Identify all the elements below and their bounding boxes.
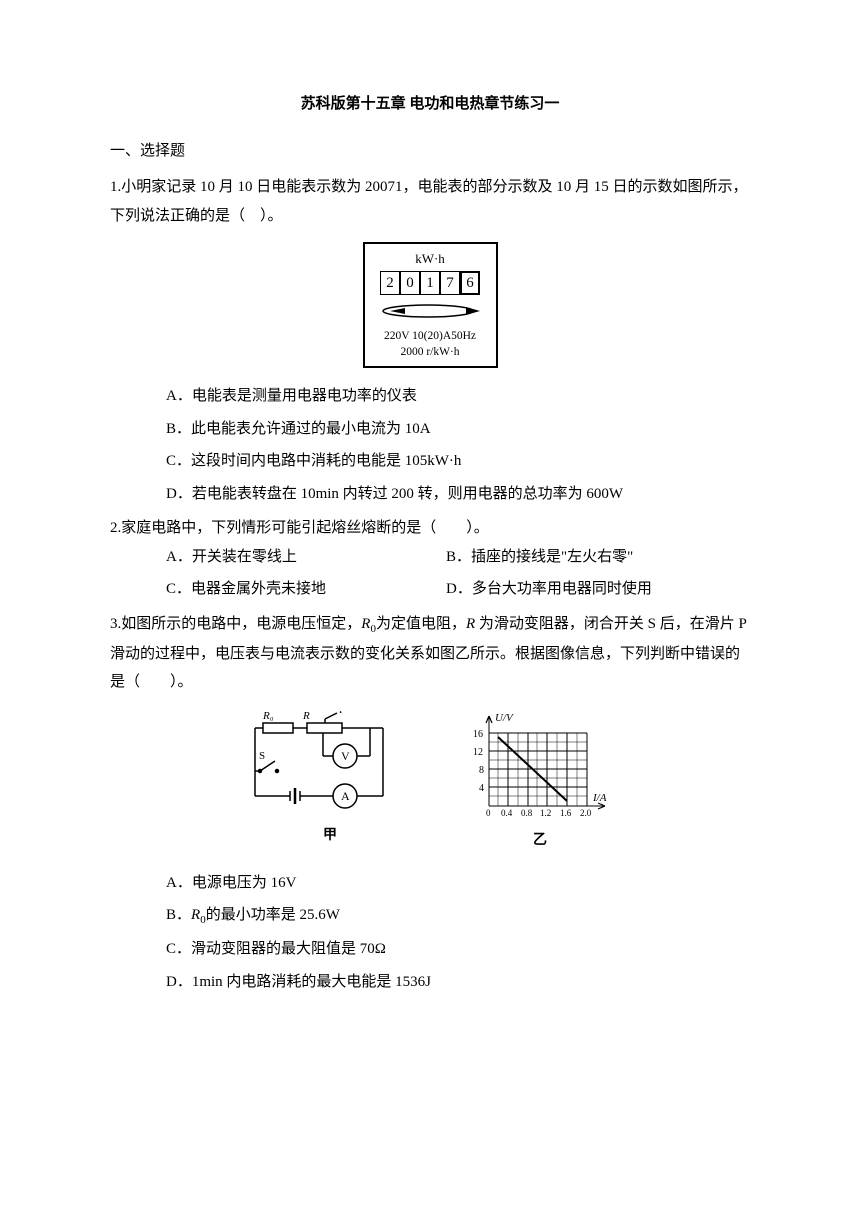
q2-optC: C．电器金属外壳未接地 <box>166 575 446 604</box>
meter-digit: 6 <box>460 271 480 295</box>
svg-text:U/V: U/V <box>495 712 514 724</box>
svg-text:12: 12 <box>473 747 483 758</box>
question-1: 1.小明家记录 10 月 10 日电能表示数为 20071，电能表的部分示数及 … <box>110 173 750 508</box>
svg-text:S: S <box>259 750 265 762</box>
svg-text:0.4: 0.4 <box>501 808 513 816</box>
circuit-svg: R₀ R P V A S <box>245 711 415 811</box>
q1-optC: C．这段时间内电路中消耗的电能是 105kW·h <box>110 447 750 476</box>
circuit-diagram: R₀ R P V A S 甲 <box>245 711 415 855</box>
meter-box: kW·h 2 0 1 7 6 220V 10(20)A50Hz 2000 r/k… <box>363 242 498 368</box>
svg-text:16: 16 <box>473 729 483 740</box>
meter-digit: 0 <box>400 271 420 295</box>
q1-text: 1.小明家记录 10 月 10 日电能表示数为 20071，电能表的部分示数及 … <box>110 173 750 230</box>
meter-spec: 220V 10(20)A50Hz <box>369 328 492 344</box>
q3-optA: A．电源电压为 16V <box>110 869 750 898</box>
svg-text:R₀: R₀ <box>262 711 274 722</box>
q2-text: 2.家庭电路中，下列情形可能引起熔丝熔断的是（ ）。 <box>110 514 750 543</box>
q2-optD: D．多台大功率用电器同时使用 <box>446 575 652 604</box>
svg-text:I/A: I/A <box>592 792 607 804</box>
q3-optD: D．1min 内电路消耗的最大电能是 1536J <box>110 968 750 997</box>
meter-unit: kW·h <box>369 250 492 268</box>
meter-digit: 7 <box>440 271 460 295</box>
section-header: 一、选择题 <box>110 137 750 166</box>
q1-optA: A．电能表是测量用电器电功率的仪表 <box>110 382 750 411</box>
q2-optB: B．插座的接线是"左火右零" <box>446 543 633 572</box>
page-title: 苏科版第十五章 电功和电热章节练习一 <box>110 90 750 119</box>
circuit-figures: R₀ R P V A S 甲 <box>110 711 750 855</box>
svg-text:1.2: 1.2 <box>540 808 551 816</box>
disc-icon <box>380 303 480 319</box>
caption-a: 甲 <box>245 823 415 850</box>
question-2: 2.家庭电路中，下列情形可能引起熔丝熔断的是（ ）。 A．开关装在零线上 B．插… <box>110 514 750 604</box>
svg-text:2.0: 2.0 <box>580 808 592 816</box>
meter-digit: 1 <box>420 271 440 295</box>
q2-optA: A．开关装在零线上 <box>166 543 446 572</box>
svg-text:P: P <box>339 711 345 716</box>
svg-text:0: 0 <box>486 808 491 816</box>
svg-text:0.8: 0.8 <box>521 808 533 816</box>
q3-optC: C．滑动变阻器的最大阻值是 70Ω <box>110 935 750 964</box>
question-3: 3.如图所示的电路中，电源电压恒定，R0为定值电阻，R 为滑动变阻器，闭合开关 … <box>110 610 750 996</box>
graph-diagram: U/V I/A 16 12 8 4 0 0.4 0.8 1.2 1.6 2.0 … <box>465 711 615 855</box>
caption-b: 乙 <box>465 828 615 855</box>
q3-optB: B．R0的最小功率是 25.6W <box>110 901 750 931</box>
meter-spec: 2000 r/kW·h <box>369 344 492 360</box>
q1-optD: D．若电能表转盘在 10min 内转过 200 转，则用电器的总功率为 600W <box>110 480 750 509</box>
svg-text:V: V <box>341 749 350 763</box>
svg-text:R: R <box>302 711 310 722</box>
svg-text:A: A <box>341 789 350 803</box>
q3-text: 3.如图所示的电路中，电源电压恒定，R0为定值电阻，R 为滑动变阻器，闭合开关 … <box>110 610 750 697</box>
meter-digits: 2 0 1 7 6 <box>369 271 492 295</box>
meter-digit: 2 <box>380 271 400 295</box>
graph-svg: U/V I/A 16 12 8 4 0 0.4 0.8 1.2 1.6 2.0 <box>465 711 615 816</box>
svg-text:8: 8 <box>479 765 484 776</box>
q2-row2: C．电器金属外壳未接地 D．多台大功率用电器同时使用 <box>110 575 750 604</box>
svg-text:4: 4 <box>479 783 484 794</box>
q1-optB: B．此电能表允许通过的最小电流为 10A <box>110 415 750 444</box>
meter-figure: kW·h 2 0 1 7 6 220V 10(20)A50Hz 2000 r/k… <box>363 242 498 368</box>
svg-text:1.6: 1.6 <box>560 808 572 816</box>
q2-row1: A．开关装在零线上 B．插座的接线是"左火右零" <box>110 543 750 572</box>
